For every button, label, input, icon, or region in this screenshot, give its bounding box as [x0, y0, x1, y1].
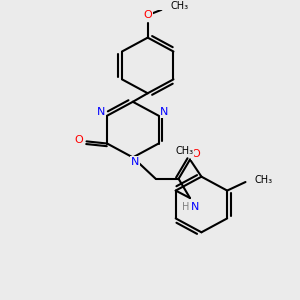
Text: O: O: [143, 10, 152, 20]
Text: N: N: [131, 157, 139, 167]
Text: N: N: [97, 107, 106, 118]
Text: H: H: [182, 202, 189, 212]
Text: O: O: [74, 135, 83, 145]
Text: N: N: [190, 202, 199, 212]
Text: O: O: [191, 149, 200, 159]
Text: N: N: [160, 107, 169, 118]
Text: CH₃: CH₃: [255, 175, 273, 185]
Text: CH₃: CH₃: [175, 146, 194, 156]
Text: CH₃: CH₃: [171, 1, 189, 10]
